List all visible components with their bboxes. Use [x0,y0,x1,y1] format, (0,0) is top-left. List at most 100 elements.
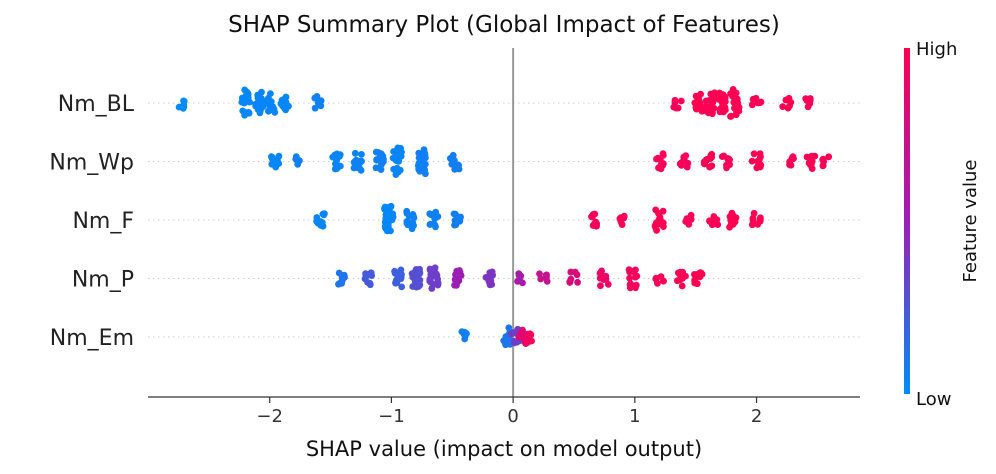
shap-point-nm-f [427,211,435,219]
shap-point-nm-p [455,270,462,278]
shap-point-nm-p [398,283,406,291]
shap-point-nm-wp [748,157,756,165]
shap-point-nm-wp [718,153,726,161]
feature-label-nm-f: Nm_F [72,209,134,234]
shap-point-nm-wp [377,166,385,174]
shap-point-nm-wp [681,157,688,164]
shap-point-nm-wp [375,149,383,157]
shap-point-nm-bl [269,106,277,114]
x-tick-label: 1 [629,406,640,427]
shap-point-nm-bl [241,111,249,119]
shap-point-nm-p [633,272,641,280]
shap-point-nm-wp [350,164,358,172]
shap-point-nm-f [410,213,417,221]
feature-label-nm-wp: Nm_Wp [49,151,134,176]
shap-point-nm-wp [351,149,359,157]
shap-point-nm-em [528,337,535,345]
shap-point-nm-wp [352,157,359,165]
shap-point-nm-f [320,211,328,219]
x-axis-label: SHAP value (impact on model output) [306,437,702,461]
shap-point-nm-wp [419,156,427,163]
shap-point-nm-p [600,274,607,282]
shap-point-nm-wp [656,156,664,164]
shap-point-nm-bl [674,104,682,112]
shap-point-nm-f [387,227,394,235]
shap-point-nm-p [408,270,416,277]
shap-point-nm-f [685,221,693,228]
feature-label-nm-bl: Nm_BL [58,92,135,117]
feature-label-nm-p: Nm_P [72,268,134,293]
shap-point-nm-f [313,214,321,221]
shap-point-nm-bl [719,91,727,98]
shap-point-nm-p [395,274,402,282]
shap-point-nm-p [674,269,682,277]
shap-point-nm-p [517,272,525,280]
shap-point-nm-bl [715,95,722,103]
shap-point-nm-p [652,274,660,282]
x-tick-label: 0 [507,406,518,427]
shap-point-nm-f [729,221,737,228]
shap-point-nm-f [749,217,757,225]
shap-point-nm-f [591,220,598,228]
shap-point-nm-f [409,219,417,227]
shap-point-nm-bl [316,97,324,105]
shap-point-nm-wp [756,150,764,158]
shap-point-nm-em [527,331,535,339]
shap-point-nm-p [335,280,342,288]
shap-point-nm-wp [750,150,758,158]
shap-point-nm-p [682,272,689,280]
shap-point-nm-p [451,281,458,289]
shap-point-nm-f [319,222,327,230]
shap-point-nm-wp [708,162,716,170]
shap-point-nm-p [416,281,423,289]
shap-point-nm-p [367,269,375,277]
shap-point-nm-wp [819,162,827,169]
shap-point-nm-bl [266,100,274,107]
shap-point-nm-bl [241,86,249,94]
shap-point-nm-bl [721,98,729,105]
shap-point-nm-p [391,267,398,275]
shap-point-nm-bl [757,98,765,106]
x-tick-label: −1 [378,406,405,427]
shap-point-nm-wp [683,163,691,171]
shap-point-nm-f [382,214,390,222]
shap-point-nm-em [510,337,518,345]
shap-point-nm-f [450,210,458,218]
shap-point-nm-p [489,271,496,279]
shap-point-nm-bl [733,95,741,103]
shap-point-nm-bl [267,90,274,97]
shap-point-nm-wp [416,161,424,169]
shap-point-nm-p [519,279,526,287]
shap-point-nm-p [416,276,424,284]
x-tick-label: −2 [256,406,283,427]
shap-point-nm-f [711,220,719,227]
shap-point-nm-f [432,223,439,231]
shap-point-nm-f [659,207,667,215]
shap-point-nm-bl [707,108,714,115]
shap-point-nm-wp [755,156,763,164]
shap-point-nm-p [536,270,543,278]
shap-point-nm-f [403,219,411,227]
shap-point-nm-bl [180,97,188,105]
shap-point-nm-bl [697,90,704,98]
shap-point-nm-wp [708,153,716,161]
shap-point-nm-wp [420,146,428,154]
feature-label-nm-em: Nm_Em [50,326,134,351]
chart-title: SHAP Summary Plot (Global Impact of Feat… [228,12,780,38]
shap-point-nm-bl [254,106,262,113]
shap-point-nm-p [434,279,442,287]
shap-point-nm-wp [819,156,827,164]
shap-point-nm-wp [292,153,300,161]
shap-point-nm-bl [785,94,793,102]
shap-point-nm-bl [695,97,703,105]
shap-point-nm-p [694,271,701,278]
shap-point-nm-f [756,217,764,225]
shap-point-nm-bl [752,94,760,102]
shap-point-nm-wp [422,170,429,178]
shap-point-nm-bl [735,103,743,111]
shap-point-nm-p [604,281,612,288]
shap-point-nm-f [385,204,393,212]
shap-point-nm-wp [333,164,341,172]
shap-point-nm-p [455,277,463,285]
shap-point-nm-bl [180,103,188,110]
